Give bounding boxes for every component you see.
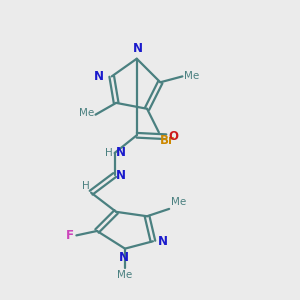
Text: Me: Me (171, 197, 186, 207)
Text: N: N (94, 70, 104, 83)
Text: N: N (118, 251, 128, 264)
Text: Me: Me (79, 108, 94, 118)
Text: H: H (82, 181, 90, 191)
Text: N: N (158, 235, 168, 248)
Text: N: N (116, 146, 126, 159)
Text: H: H (105, 148, 113, 158)
Text: Me: Me (117, 270, 133, 280)
Text: Me: Me (184, 71, 199, 81)
Text: O: O (169, 130, 178, 143)
Text: Br: Br (160, 134, 175, 147)
Text: F: F (66, 229, 74, 242)
Text: N: N (133, 42, 143, 55)
Text: N: N (116, 169, 126, 182)
